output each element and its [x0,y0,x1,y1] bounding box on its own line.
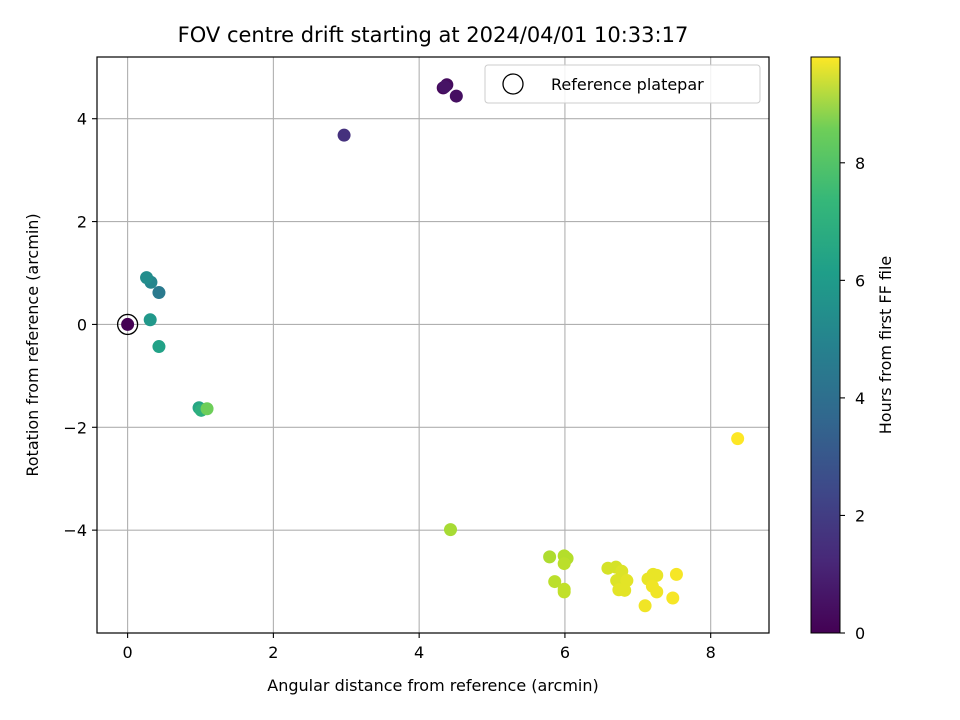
colorbar: 0 2 4 6 8 Hours from first FF file [810,56,895,643]
data-point [620,574,634,588]
legend: Reference platepar [484,64,761,104]
y-axis-label: Rotation from reference (arcmin) [23,213,42,476]
data-points [121,78,745,613]
data-point [731,432,745,446]
data-point [650,585,664,599]
y-tick-label: 2 [77,213,87,232]
data-point [121,317,135,331]
colorbar-tick-label: 8 [855,154,865,173]
legend-marker-icon [502,73,524,95]
y-axis-ticks: −4 −2 0 2 4 [63,110,97,540]
y-tick-label: −4 [63,521,87,540]
y-tick-label: 4 [77,110,87,129]
colorbar-ticks: 0 2 4 6 8 [840,154,865,643]
data-point [152,286,166,300]
colorbar-tick-label: 6 [855,271,865,290]
data-point [618,583,632,597]
data-point [638,599,652,613]
data-point [140,271,154,285]
x-tick-label: 4 [414,643,424,662]
x-tick-label: 8 [706,643,716,662]
colorbar-label: Hours from first FF file [876,256,895,435]
legend-entry-label: Reference platepar [551,75,704,94]
x-tick-label: 0 [123,643,133,662]
data-point [449,89,463,103]
legend-box [484,64,761,104]
colorbar-gradient [810,56,841,634]
grid [97,57,769,633]
data-point [669,567,683,581]
data-point [337,128,351,142]
x-tick-label: 6 [560,643,570,662]
plot-frame [96,56,770,634]
data-point [143,313,157,327]
x-axis-label: Angular distance from reference (arcmin) [267,676,598,695]
reference-platepar-marker [116,313,139,336]
data-point [443,523,457,537]
data-point [666,591,680,605]
colorbar-tick-label: 4 [855,389,865,408]
colorbar-tick-label: 0 [855,624,865,643]
data-point [200,402,214,416]
data-point [543,550,557,564]
x-tick-label: 2 [268,643,278,662]
x-axis-ticks: 0 2 4 6 8 [123,633,716,662]
chart-title: FOV centre drift starting at 2024/04/01 … [178,23,689,47]
colorbar-tick-label: 2 [855,506,865,525]
y-tick-label: −2 [63,418,87,437]
y-tick-label: 0 [77,315,87,334]
data-point [557,557,571,571]
data-point [557,585,571,599]
data-point [548,575,562,589]
data-point [438,80,452,94]
data-point [152,340,166,354]
